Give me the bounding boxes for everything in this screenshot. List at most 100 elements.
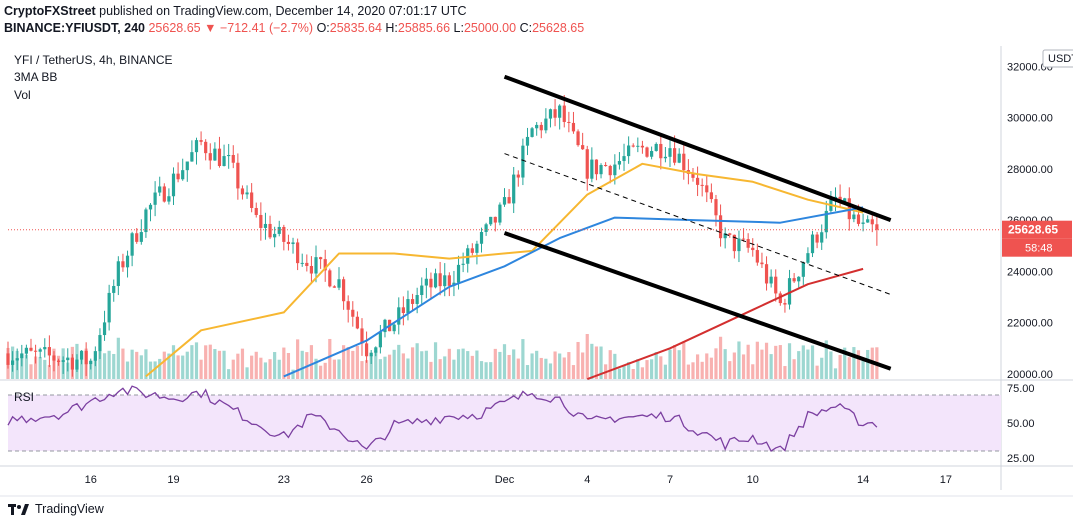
volume-bar <box>645 360 649 379</box>
volume-bar <box>466 351 470 379</box>
candle-body <box>654 143 658 151</box>
volume-bar <box>571 365 576 379</box>
currency-badge[interactable] <box>1042 49 1073 68</box>
volume-bar <box>374 351 378 379</box>
candle-body <box>401 307 405 314</box>
price-tick-label: 22000.00 <box>1007 318 1053 330</box>
tradingview-wordmark: TradingView <box>35 502 104 516</box>
candle-body <box>594 159 599 175</box>
candle-body <box>732 234 736 252</box>
volume-bar <box>410 347 415 379</box>
rsi-tick-label: 25.00 <box>1007 453 1035 465</box>
volume-bar <box>56 355 61 379</box>
candle-body <box>852 214 856 220</box>
candle-body <box>6 353 10 365</box>
candle-body <box>691 173 695 178</box>
volume-bar <box>760 349 764 379</box>
candle-body <box>521 145 525 178</box>
price-tick-label: 28000.00 <box>1007 164 1053 176</box>
volume-bar <box>838 354 842 379</box>
candle-body <box>148 204 153 210</box>
candle-body <box>240 188 245 195</box>
volume-bar <box>314 358 318 379</box>
candle-body <box>116 261 120 286</box>
volume-bar <box>783 366 787 379</box>
volume-bar <box>489 362 493 379</box>
rsi-tick-label: 50.00 <box>1007 418 1035 430</box>
candle-body <box>89 360 93 365</box>
close-label: C: <box>519 21 533 35</box>
volume-bar <box>475 350 479 379</box>
candle-body <box>194 140 199 153</box>
volume-bar <box>346 347 350 379</box>
volume-bar <box>236 353 240 379</box>
channel-trend-line[interactable] <box>504 153 891 295</box>
candle-body <box>337 279 341 288</box>
volume-bar <box>447 348 451 379</box>
candle-body <box>171 173 176 197</box>
candle-body <box>397 307 401 325</box>
volume-bar <box>709 357 713 379</box>
time-tick-label: 10 <box>747 474 759 486</box>
currency-badge-label: USDT <box>1048 53 1073 65</box>
volume-bar <box>250 355 254 379</box>
candle-body <box>204 141 208 154</box>
candle-body <box>856 214 861 224</box>
volume-bar <box>194 342 199 379</box>
volume-bar <box>622 365 626 379</box>
candle-body <box>213 148 217 161</box>
volume-bar <box>406 358 410 379</box>
candle-body <box>185 161 189 171</box>
time-tick-label: 16 <box>85 474 97 486</box>
volume-bar <box>737 341 741 379</box>
candle-body <box>10 360 15 365</box>
volume-bar <box>856 350 861 379</box>
volume-bar <box>576 341 580 379</box>
channel-trend-line[interactable] <box>503 231 892 371</box>
candle-body <box>314 257 318 274</box>
volume-bar <box>695 354 700 379</box>
candle-body <box>231 154 235 163</box>
candle-body <box>415 295 419 304</box>
candle-body <box>20 353 24 359</box>
candle-body <box>627 145 631 157</box>
volume-bar <box>176 355 180 379</box>
candle-body <box>52 355 56 361</box>
volume-bar <box>443 356 447 379</box>
candle-body <box>677 153 681 163</box>
candle-body <box>806 253 810 263</box>
volume-bar <box>29 364 33 379</box>
volume-bar <box>525 365 530 379</box>
volume-bar <box>640 367 645 379</box>
volume-bar <box>691 362 695 379</box>
candle-body <box>484 224 488 232</box>
countdown-badge <box>1002 238 1072 257</box>
candle-body <box>774 276 778 294</box>
candle-body <box>581 145 585 150</box>
volume-bar <box>245 367 249 379</box>
volume-bar <box>144 349 148 379</box>
price-tick-label: 32000.00 <box>1007 61 1053 73</box>
volume-bar <box>286 353 291 379</box>
volume-bar <box>328 338 332 379</box>
volume-bar <box>213 349 217 379</box>
volume-bar <box>116 337 120 379</box>
volume-bar <box>217 350 222 379</box>
time-tick-label: 23 <box>278 474 290 486</box>
candle-body <box>443 275 447 287</box>
volume-bar <box>801 345 805 379</box>
volume-bar <box>112 353 116 379</box>
price-badge-label: 25628.65 <box>1008 223 1058 237</box>
volume-bar <box>208 344 212 379</box>
candle-body <box>383 319 387 333</box>
volume-bar <box>677 350 681 379</box>
volume-bar <box>429 361 433 379</box>
tradingview-branding[interactable]: TradingView <box>8 502 104 516</box>
candle-body <box>530 128 534 137</box>
volume-bar <box>613 353 617 379</box>
publisher-name[interactable]: CryptoFXStreet <box>4 4 96 18</box>
candle-body <box>650 150 654 157</box>
channel-trend-line[interactable] <box>503 74 892 223</box>
volume-bar <box>259 357 263 379</box>
